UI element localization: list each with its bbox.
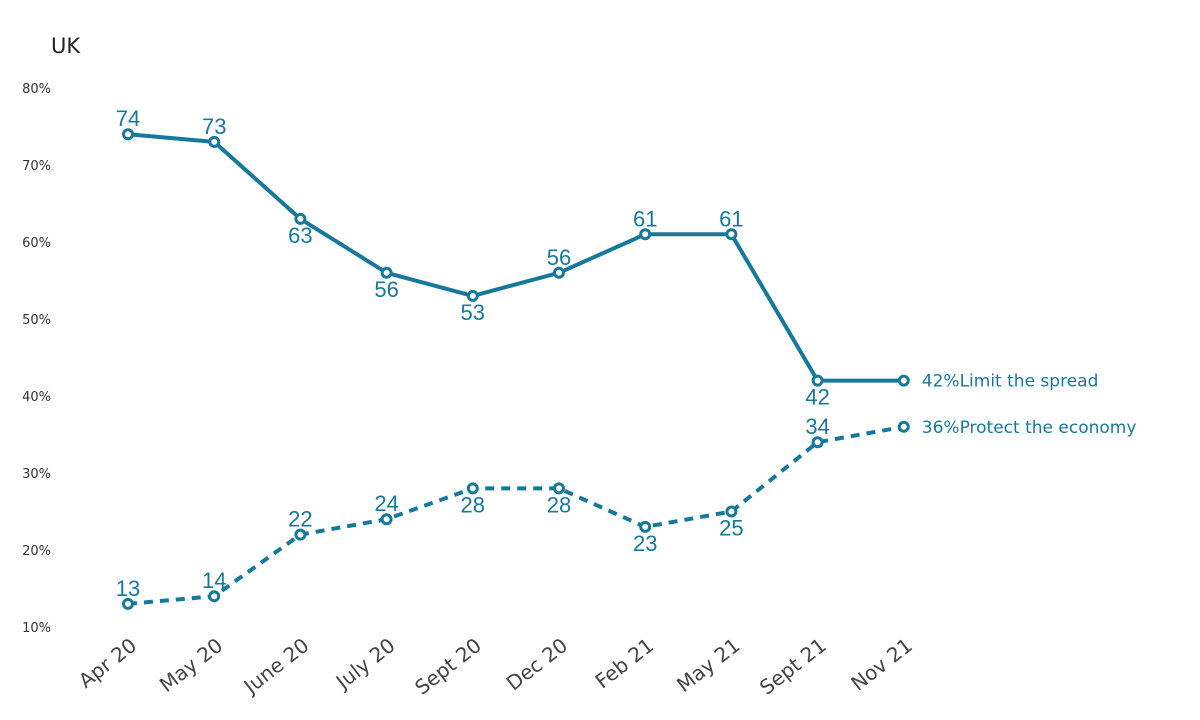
data-label: 61	[719, 206, 743, 231]
data-point	[639, 520, 652, 533]
data-point	[122, 597, 134, 610]
data-label: 56	[547, 245, 571, 270]
data-label: 23	[633, 531, 657, 556]
x-tick-label: Sept 21	[755, 633, 831, 700]
x-tick-label: Dec 20	[502, 633, 572, 695]
data-point	[466, 289, 479, 302]
series-end-label: 42%Limit the spread	[922, 372, 1099, 392]
data-point	[466, 482, 479, 495]
data-point	[897, 374, 910, 387]
y-tick-label: 50%	[22, 313, 51, 328]
data-point	[725, 505, 738, 518]
data-point	[294, 528, 307, 541]
data-point	[122, 128, 134, 141]
data-label: 56	[374, 277, 398, 302]
data-point	[639, 228, 652, 241]
data-label: 25	[719, 516, 743, 541]
data-label: 28	[461, 492, 485, 517]
data-point	[553, 266, 565, 279]
x-tick-label: Feb 21	[591, 633, 659, 693]
y-tick-label: 40%	[22, 390, 51, 405]
series-end-label: 36%Protect the economy	[922, 418, 1137, 438]
data-point	[380, 513, 393, 526]
data-label: 42	[805, 385, 829, 410]
data-point	[294, 212, 307, 225]
data-label: 53	[461, 300, 485, 325]
series-limit-the-spread: 74 73 63 56 53 56 61 61 42 42%Limit the spread	[116, 106, 1099, 409]
x-tick-label: Apr 20	[74, 633, 141, 693]
x-tick-label: May 20	[155, 633, 227, 697]
data-label: 74	[116, 106, 140, 131]
y-tick-label: 10%	[22, 621, 51, 636]
x-axis: Apr 20 May 20 June 20 July 20 Sept 20 Dec 20 F…	[74, 633, 917, 700]
y-tick-label: 30%	[22, 467, 51, 482]
data-point	[725, 228, 738, 241]
data-point	[380, 266, 393, 279]
chart-title: UK	[51, 34, 81, 58]
x-tick-label: June 20	[238, 633, 314, 700]
y-tick-label: 80%	[22, 82, 51, 97]
x-tick-label: Nov 21	[846, 633, 917, 696]
x-tick-label: July 20	[330, 633, 400, 695]
y-tick-label: 20%	[22, 544, 51, 559]
data-point	[208, 590, 221, 603]
data-point	[553, 482, 565, 495]
data-point	[811, 374, 824, 387]
data-point	[811, 436, 824, 449]
data-label: 28	[547, 492, 571, 517]
data-point	[208, 135, 221, 148]
x-tick-label: May 21	[672, 633, 744, 697]
data-label: 24	[374, 491, 398, 516]
x-tick-label: Sept 20	[410, 633, 486, 700]
series-line	[127, 132, 904, 383]
data-label: 22	[288, 507, 312, 532]
y-tick-label: 60%	[22, 236, 51, 251]
y-tick-label: 70%	[22, 159, 51, 174]
y-axis: 80% 70% 60% 50% 40% 30% 20% 10%	[22, 82, 51, 636]
data-label: 14	[202, 568, 226, 593]
series-protect-the-economy: 13 14 22 24 28 28 23 25 34 36%Protect the economy	[116, 414, 1137, 610]
data-label: 63	[288, 223, 312, 248]
data-label: 73	[202, 114, 226, 139]
data-label: 13	[116, 576, 140, 601]
data-point	[897, 420, 910, 433]
series-line	[127, 424, 905, 606]
data-label: 61	[633, 206, 657, 231]
data-label: 34	[805, 414, 829, 439]
